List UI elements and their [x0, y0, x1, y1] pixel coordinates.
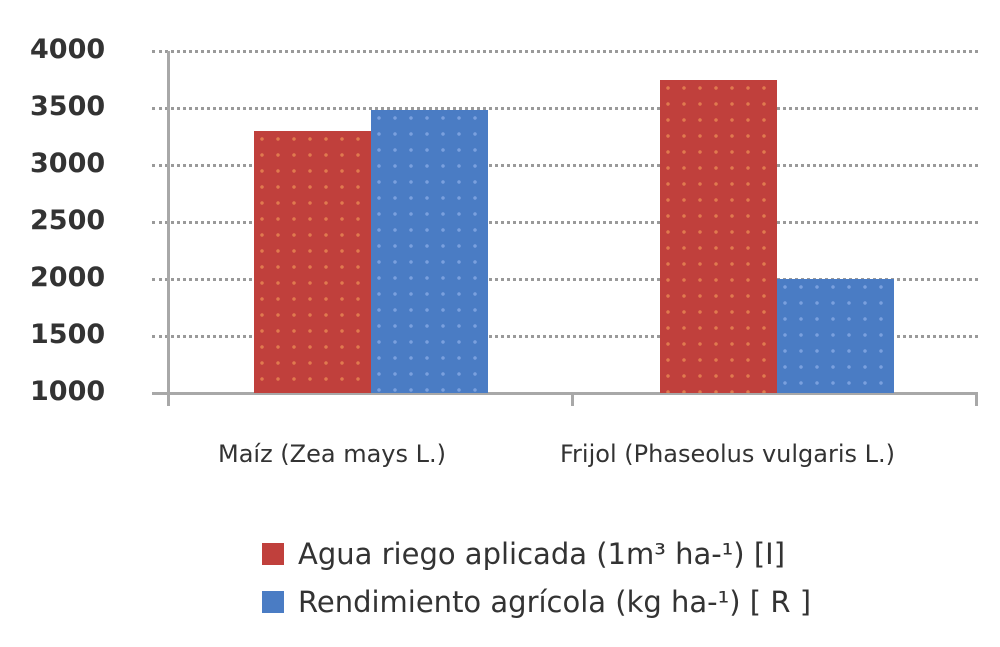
y-tick-label: 2000	[30, 262, 106, 293]
legend-item-agua: Agua riego aplicada (1m³ ha-¹) [I]	[262, 530, 811, 578]
legend-swatch-red-icon	[262, 543, 284, 565]
gridline	[152, 107, 978, 110]
bar-red-0	[254, 130, 371, 393]
bar-blue-1	[777, 279, 894, 393]
bar-red-1	[660, 79, 777, 393]
y-tick-label: 1000	[30, 376, 106, 407]
category-label-maiz: Maíz (Zea mays L.)	[218, 440, 446, 468]
legend-item-rendimiento: Rendimiento agrícola (kg ha-¹) [ R ]	[262, 578, 811, 626]
x-axis-tick	[975, 392, 978, 406]
legend-label: Agua riego aplicada (1m³ ha-¹) [I]	[298, 537, 786, 571]
y-tick-label: 3000	[30, 148, 106, 179]
y-tick-label: 2500	[30, 205, 106, 236]
x-axis-tick	[167, 392, 170, 406]
legend: Agua riego aplicada (1m³ ha-¹) [I] Rendi…	[262, 530, 811, 626]
category-label-frijol: Frijol (Phaseolus vulgaris L.)	[560, 440, 896, 468]
gridline	[152, 335, 978, 338]
y-tick-label: 4000	[30, 34, 106, 65]
legend-label: Rendimiento agrícola (kg ha-¹) [ R ]	[298, 585, 812, 619]
legend-swatch-blue-icon	[262, 591, 284, 613]
y-tick-label: 1500	[30, 319, 106, 350]
y-tick-label: 3500	[30, 91, 106, 122]
gridline	[152, 278, 978, 281]
x-axis-line	[152, 392, 978, 395]
gridline	[152, 164, 978, 167]
gridline	[152, 50, 978, 53]
bar-blue-0	[371, 110, 488, 393]
y-axis-line	[167, 51, 170, 406]
x-axis-tick	[571, 392, 574, 406]
gridline	[152, 221, 978, 224]
